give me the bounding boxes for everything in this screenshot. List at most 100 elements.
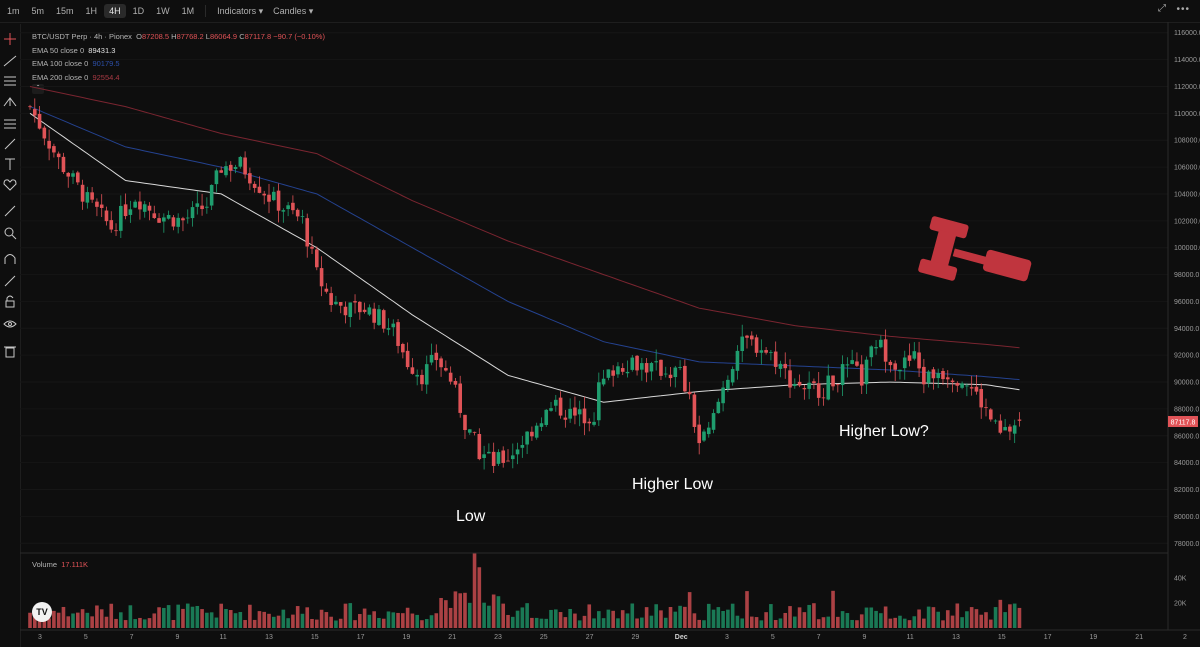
volume-bar	[592, 618, 596, 628]
timeframe-1M[interactable]: 1M	[181, 6, 195, 16]
change-value: −90.7 (−0.10%)	[273, 32, 325, 41]
volume-bar	[534, 617, 539, 628]
volume-bar	[1012, 603, 1017, 628]
volume-bar	[315, 619, 319, 628]
price-tick: 116000.0	[1174, 30, 1200, 37]
candle	[353, 294, 357, 314]
volume-bar	[348, 603, 353, 628]
brush-icon[interactable]	[4, 138, 16, 150]
candle	[162, 213, 166, 233]
volume-bar	[663, 617, 668, 628]
timeframe-1m[interactable]: 1m	[7, 6, 20, 16]
timeframe-1H[interactable]: 1H	[85, 6, 98, 16]
tradingview-logo[interactable]: TV	[32, 602, 52, 622]
volume-bar	[109, 603, 114, 628]
volume-bar	[692, 613, 697, 628]
candle	[496, 449, 501, 466]
ruler-icon[interactable]	[4, 205, 16, 217]
candle	[281, 208, 286, 223]
candle	[119, 195, 123, 238]
more-options-icon[interactable]: •••	[1176, 4, 1190, 15]
candle	[1017, 412, 1022, 427]
candle	[410, 358, 415, 375]
date-tick: 13	[952, 634, 960, 641]
timeframe-15m[interactable]: 15m	[56, 6, 74, 16]
candle	[401, 342, 405, 359]
pitchfork-icon[interactable]	[3, 97, 17, 107]
trend-line-icon[interactable]	[3, 55, 17, 67]
date-tick: 11	[220, 634, 227, 641]
fib-icon[interactable]	[4, 119, 16, 129]
text-icon[interactable]	[5, 158, 15, 170]
volume-bar	[119, 612, 123, 628]
volume-bar	[735, 615, 740, 628]
volume-bar	[855, 620, 859, 628]
heart-icon[interactable]	[3, 179, 17, 191]
ema100-row[interactable]: EMA 100 close 0 90179.5	[32, 57, 325, 71]
candle	[554, 394, 558, 412]
volume-bar	[611, 610, 615, 628]
zoom-icon[interactable]	[4, 227, 17, 240]
timeframe-1W[interactable]: 1W	[156, 6, 170, 16]
timeframe-4H[interactable]: 4H	[104, 4, 126, 18]
ema200-row[interactable]: EMA 200 close 0 92554.4	[32, 71, 325, 85]
symbol[interactable]: BTC/USDT Perp	[32, 32, 88, 41]
candle	[80, 179, 85, 210]
magnet-icon[interactable]	[4, 254, 16, 265]
candle	[420, 369, 424, 391]
volume-bar	[797, 607, 802, 628]
candle	[821, 388, 826, 406]
lock-icon[interactable]	[5, 295, 15, 308]
volume-bar	[52, 610, 56, 628]
price-axis[interactable]: 116000.0 114000.0 112000.0 110000.0 108000.0…	[1174, 30, 1200, 548]
price-badge-text: 87117.8	[1171, 420, 1196, 427]
date-tick: 3	[725, 634, 729, 641]
price-tick: 98000.0	[1174, 272, 1199, 279]
volume-bar	[429, 615, 434, 628]
candle	[802, 384, 807, 400]
volume-bar	[577, 620, 582, 628]
candle	[577, 400, 582, 427]
pencil-lock-icon[interactable]	[4, 275, 16, 287]
candle	[625, 360, 630, 378]
time-axis[interactable]: 3 5 7 9 11 13 15 17 19 21 23 25 27 29 Dec 3 5 7 9 11 13 15 17 1…	[38, 634, 1187, 641]
eye-icon[interactable]	[3, 320, 17, 328]
volume-bar	[544, 618, 549, 628]
candle	[563, 409, 568, 428]
candle	[190, 201, 195, 227]
candles	[28, 98, 1022, 473]
ema50-row[interactable]: EMA 50 close 0 89431.3	[32, 44, 325, 58]
volume-bar	[769, 604, 773, 628]
timeframe-5m[interactable]: 5m	[31, 6, 45, 16]
candle	[458, 375, 462, 418]
candle	[37, 105, 42, 130]
price-tick: 82000.0	[1174, 487, 1199, 494]
candle	[415, 369, 419, 386]
volume-bar	[1003, 612, 1007, 628]
candles-menu[interactable]: Candles ▾	[273, 5, 314, 16]
volume-bar	[673, 611, 678, 628]
price-tick: 84000.0	[1174, 460, 1199, 467]
crosshair-icon[interactable]	[4, 33, 16, 45]
candle	[52, 143, 56, 158]
volume-bar	[625, 613, 630, 628]
volume-bar	[228, 610, 233, 628]
candle	[176, 213, 180, 234]
candle	[386, 318, 391, 336]
volume-bar	[338, 618, 343, 628]
expand-icon[interactable]: ⤢	[1158, 3, 1166, 14]
volume-bar	[950, 615, 955, 628]
indicators-menu[interactable]: Indicators ▾	[217, 5, 264, 16]
candle	[472, 431, 477, 436]
volume-bar	[396, 612, 400, 628]
volume-bar	[845, 613, 850, 628]
candle	[300, 209, 305, 224]
volume-bar	[420, 620, 424, 628]
trash-icon[interactable]	[4, 346, 16, 358]
timeframe-1D[interactable]: 1D	[132, 6, 145, 16]
horizontal-lines-icon[interactable]	[4, 76, 16, 86]
price-tick: 94000.0	[1174, 326, 1199, 333]
candle	[874, 340, 878, 355]
candle	[960, 381, 964, 390]
